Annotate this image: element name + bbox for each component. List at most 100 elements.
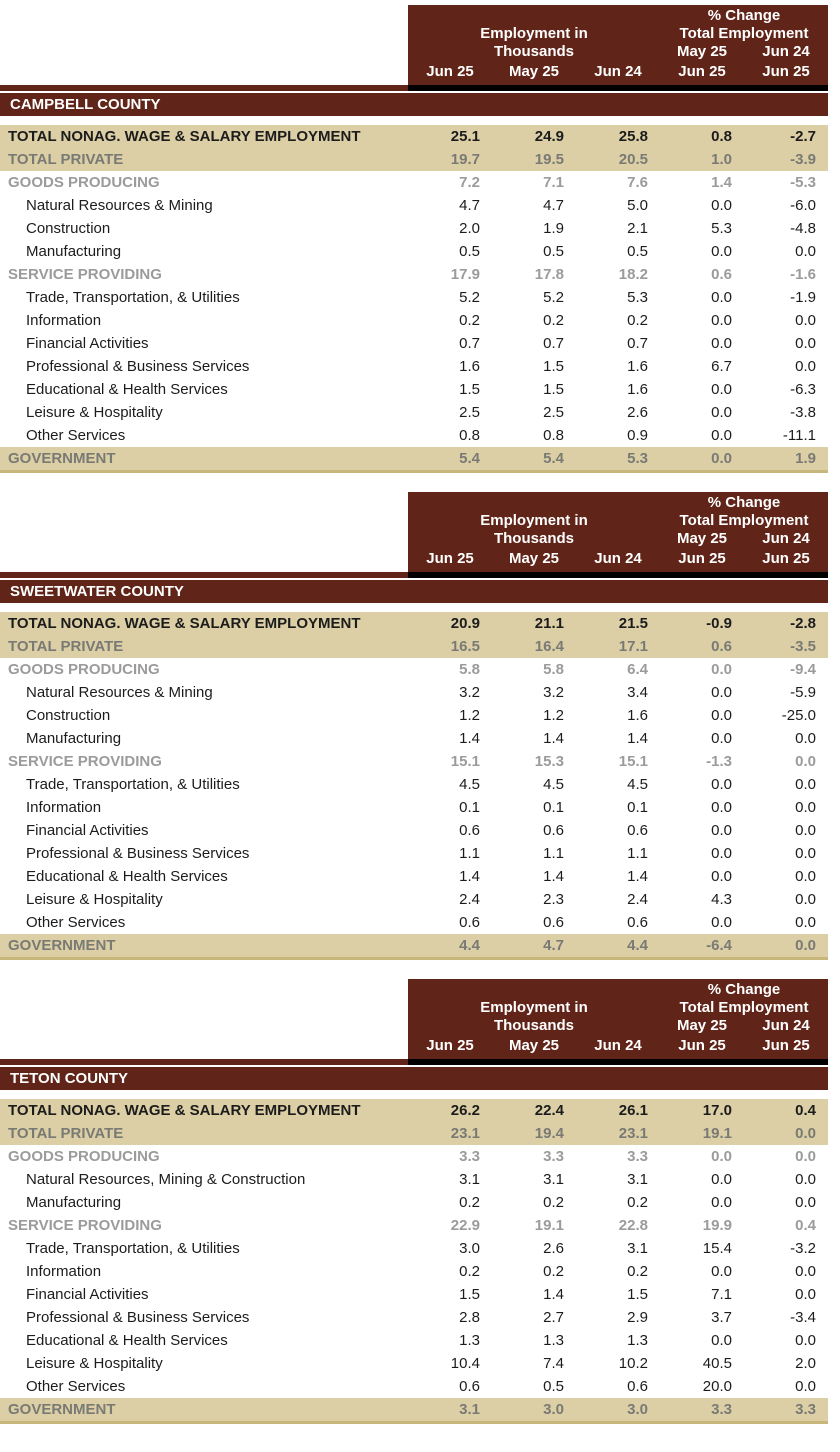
value-cell: 0.0 [795, 1148, 816, 1165]
col-jun25-label: Jun 25 [426, 550, 474, 567]
table-row: Trade, Transportation, & Utilities 4.5 4.5… [0, 773, 828, 796]
value-cell: 20.9 [450, 615, 480, 632]
value-cell: 0.0 [711, 914, 732, 931]
value-cell: 0.0 [795, 868, 816, 885]
value-cell: 1.5 [459, 1286, 480, 1303]
value-cell: 0.6 [543, 822, 564, 839]
value-cell: 3.0 [543, 1401, 564, 1418]
change-base-may25-label: May 25 [676, 530, 728, 547]
value-cell: 0.0 [711, 243, 732, 260]
row-label: SERVICE PROVIDING [8, 753, 162, 770]
value-cell: -6.3 [790, 381, 816, 398]
value-cell: 19.9 [702, 1217, 732, 1234]
value-cell: 2.5 [459, 404, 480, 421]
col-change-may25-label: Jun 25 [678, 1037, 726, 1054]
value-cell: 19.1 [702, 1125, 732, 1142]
value-cell: 0.0 [795, 776, 816, 793]
col-may25-label: May 25 [508, 63, 560, 80]
table-row: SERVICE PROVIDING 17.9 17.8 18.2 0.6 -1.6 [0, 263, 828, 286]
value-cell: 19.4 [534, 1125, 564, 1142]
value-cell: 1.4 [543, 1286, 564, 1303]
row-label: Manufacturing [26, 1194, 122, 1211]
value-cell: 0.6 [459, 822, 480, 839]
value-cell: 5.2 [459, 289, 480, 306]
row-label: Natural Resources & Mining [26, 684, 213, 701]
value-cell: 5.3 [627, 450, 648, 467]
value-cell: 7.4 [543, 1355, 564, 1372]
value-cell: 4.5 [543, 776, 564, 793]
total-employment-label: Total Employment [679, 999, 809, 1016]
value-cell: 0.0 [795, 312, 816, 329]
value-cell: 0.0 [795, 1194, 816, 1211]
value-cell: 0.7 [543, 335, 564, 352]
table-row: Professional & Business Services 1.1 1.1 1.… [0, 842, 828, 865]
value-cell: 0.6 [459, 1378, 480, 1395]
value-cell: 6.4 [627, 661, 648, 678]
value-cell: 0.0 [795, 1332, 816, 1349]
value-cell: 2.1 [627, 220, 648, 237]
value-cell: -11.1 [782, 427, 816, 444]
value-cell: 0.0 [795, 1263, 816, 1280]
table-row: SERVICE PROVIDING 15.1 15.3 15.1 -1.3 0.0 [0, 750, 828, 773]
value-cell: 1.4 [627, 730, 648, 747]
spacer [0, 116, 840, 125]
value-cell: 21.5 [618, 615, 648, 632]
divider-maroon-strip [0, 572, 408, 578]
value-cell: 0.6 [627, 914, 648, 931]
row-label: Educational & Health Services [26, 1332, 228, 1349]
row-label: Financial Activities [26, 822, 149, 839]
value-cell: 17.0 [702, 1102, 732, 1119]
value-cell: -1.9 [790, 289, 816, 306]
employment-header-block: % Change Employment in Thousands Total E… [408, 979, 828, 1059]
value-cell: 17.1 [618, 638, 648, 655]
table-row: GOVERNMENT 4.4 4.7 4.4 -6.4 0.0 [0, 934, 828, 960]
value-cell: 3.3 [459, 1148, 480, 1165]
value-cell: 0.0 [795, 1286, 816, 1303]
value-cell: 10.2 [618, 1355, 648, 1372]
value-cell: 0.6 [627, 822, 648, 839]
county-table-teton: % Change Employment in Thousands Total E… [0, 979, 840, 1424]
value-cell: 23.1 [618, 1125, 648, 1142]
value-cell: 0.0 [795, 358, 816, 375]
value-cell: 0.0 [711, 1332, 732, 1349]
col-may25-label: May 25 [508, 1037, 560, 1054]
value-cell: 0.0 [795, 845, 816, 862]
value-cell: 0.0 [795, 730, 816, 747]
row-label: Manufacturing [26, 730, 122, 747]
value-cell: 19.7 [450, 151, 480, 168]
value-cell: 1.9 [795, 450, 816, 467]
county-bar: TETON COUNTY [0, 1067, 828, 1090]
value-cell: 0.5 [543, 1378, 564, 1395]
col-may25-label: May 25 [508, 550, 560, 567]
thousands-label: Thousands [493, 1017, 574, 1034]
value-cell: 0.6 [711, 638, 732, 655]
row-label: Leisure & Hospitality [26, 404, 163, 421]
value-cell: -3.9 [790, 151, 816, 168]
value-cell: 0.2 [627, 1263, 648, 1280]
value-cell: 0.5 [627, 243, 648, 260]
value-cell: 3.4 [627, 684, 648, 701]
value-cell: 3.3 [711, 1401, 732, 1418]
value-cell: 18.2 [618, 266, 648, 283]
value-cell: 4.5 [627, 776, 648, 793]
row-label: TOTAL PRIVATE [8, 1125, 124, 1142]
value-cell: -25.0 [781, 707, 816, 724]
value-cell: 1.4 [543, 730, 564, 747]
value-cell: 0.6 [459, 914, 480, 931]
table-row: Construction 1.2 1.2 1.6 0.0 -25.0 [0, 704, 828, 727]
value-cell: -3.4 [790, 1309, 816, 1326]
value-cell: 5.8 [543, 661, 564, 678]
header-divider [0, 85, 828, 91]
table-row: Other Services 0.6 0.6 0.6 0.0 0.0 [0, 911, 828, 934]
row-label: Other Services [26, 427, 126, 444]
row-label: Manufacturing [26, 243, 122, 260]
col-jun25-label: Jun 25 [426, 63, 474, 80]
table-row: Information 0.2 0.2 0.2 0.0 0.0 [0, 309, 828, 332]
row-label: Professional & Business Services [26, 845, 250, 862]
value-cell: 21.1 [534, 615, 564, 632]
change-base-may25-label: May 25 [676, 1017, 728, 1034]
value-cell: 17.9 [450, 266, 480, 283]
row-label: GOODS PRODUCING [8, 1148, 160, 1165]
value-cell: 20.5 [618, 151, 648, 168]
value-cell: 0.5 [459, 243, 480, 260]
